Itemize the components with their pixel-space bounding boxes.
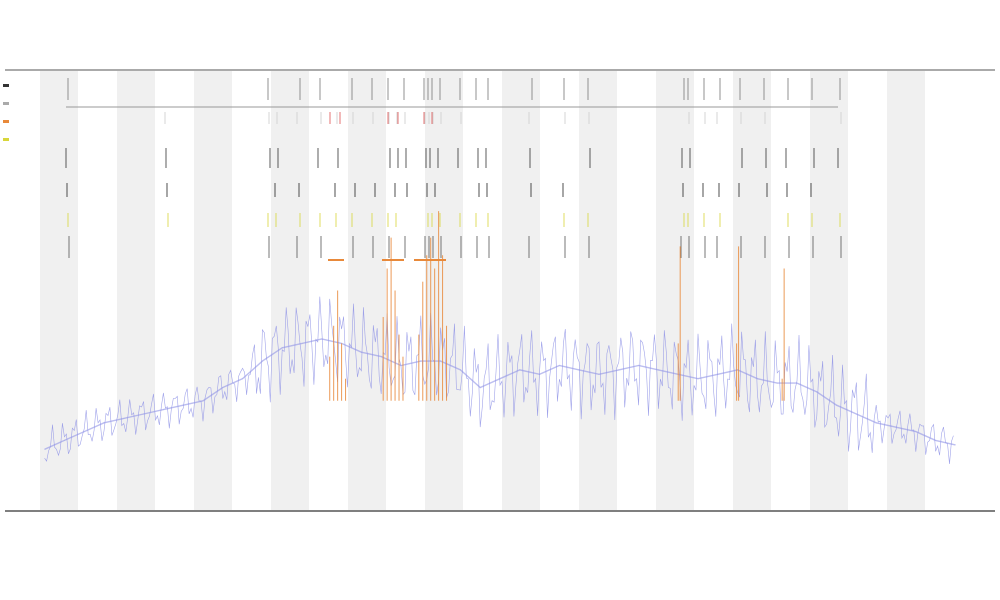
coverage-point (499, 378, 501, 380)
band-stripe (348, 71, 386, 510)
coverage-point (103, 422, 105, 424)
coverage-point (757, 378, 758, 380)
legend-swatch-2 (3, 102, 9, 105)
coverage-point (796, 382, 798, 384)
coverage-point (400, 365, 402, 366)
coverage-line (44, 296, 954, 465)
coverage-point (539, 373, 540, 375)
coverage-point (935, 440, 936, 441)
band-stripes (40, 71, 925, 510)
coverage-point (618, 369, 620, 371)
band-stripe (40, 71, 78, 510)
coverage-point (64, 440, 65, 441)
band-stripe (656, 71, 694, 510)
legend-swatch-4 (3, 138, 9, 141)
coverage-point (361, 351, 362, 353)
coverage-point (460, 369, 461, 371)
band-stripe (733, 71, 771, 510)
coverage-point (301, 343, 303, 344)
coverage-point (895, 426, 897, 428)
coverage-point (380, 356, 382, 358)
coverage-point (222, 387, 224, 388)
coverage-point (519, 369, 521, 371)
coverage-point (856, 413, 857, 415)
coverage-point (638, 365, 639, 366)
coverage-point (836, 404, 837, 406)
coverage-point (83, 431, 85, 433)
coverage-point (163, 409, 164, 410)
coverage-point (44, 448, 45, 450)
coverage-point (578, 369, 580, 371)
legend-swatch-3 (3, 120, 9, 123)
coverage-point (776, 382, 778, 384)
band-stripe (425, 71, 463, 510)
coverage-point (479, 387, 481, 388)
coverage-point (598, 373, 600, 375)
series-2 (329, 211, 785, 401)
coverage-point (123, 417, 125, 419)
band-stripe (579, 71, 617, 510)
coverage-point (875, 422, 877, 424)
series-1 (44, 296, 956, 465)
coverage-point (321, 338, 323, 340)
coverage-point (697, 378, 699, 380)
coverage-point (915, 431, 917, 433)
coverage-point (143, 413, 145, 415)
coverage-point (816, 391, 818, 393)
legend (3, 84, 9, 141)
band-stripe (194, 71, 232, 510)
coverage-point (281, 347, 283, 349)
annotation-tracks (65, 78, 842, 261)
band-stripe (810, 71, 848, 510)
coverage-point (262, 360, 263, 362)
legend-swatch-1 (3, 84, 9, 87)
coverage-point (559, 365, 560, 366)
coverage-point (182, 404, 184, 406)
coverage-point (955, 444, 956, 446)
band-stripe (887, 71, 925, 510)
coverage-trend (44, 338, 956, 450)
coverage-point (737, 369, 738, 371)
coverage-point (717, 373, 719, 375)
coverage-point (202, 400, 204, 402)
band-stripe (502, 71, 540, 510)
coverage-point (658, 369, 659, 371)
coverage-point (420, 360, 422, 362)
band-stripe (271, 71, 309, 510)
band-stripe (117, 71, 155, 510)
coverage-point (440, 360, 441, 362)
series-layer (44, 211, 956, 465)
coverage-point (242, 378, 244, 380)
